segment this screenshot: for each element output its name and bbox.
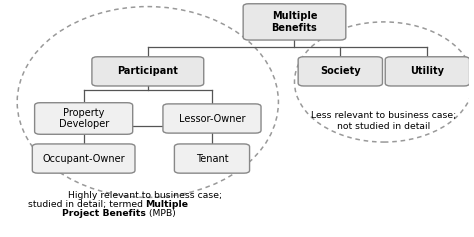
Text: Project Benefits: Project Benefits — [62, 210, 146, 219]
Text: Tenant: Tenant — [196, 154, 228, 164]
Text: Multiple: Multiple — [146, 200, 189, 209]
Text: studied in detail; termed: studied in detail; termed — [27, 200, 146, 209]
FancyBboxPatch shape — [174, 144, 250, 173]
FancyBboxPatch shape — [243, 4, 346, 40]
Text: Highly relevant to business case;: Highly relevant to business case; — [68, 191, 223, 200]
Text: Society: Society — [320, 66, 361, 76]
Text: Participant: Participant — [118, 66, 178, 76]
Text: Lessor-Owner: Lessor-Owner — [179, 114, 245, 123]
FancyBboxPatch shape — [163, 104, 261, 133]
FancyBboxPatch shape — [92, 57, 204, 86]
FancyBboxPatch shape — [298, 57, 383, 86]
Text: Multiple
Benefits: Multiple Benefits — [272, 11, 318, 33]
Text: Property
Developer: Property Developer — [58, 108, 109, 129]
Text: Occupant-Owner: Occupant-Owner — [42, 154, 125, 164]
FancyBboxPatch shape — [385, 57, 470, 86]
Text: Utility: Utility — [410, 66, 445, 76]
FancyBboxPatch shape — [35, 103, 133, 134]
Text: (MPB): (MPB) — [146, 210, 175, 219]
FancyBboxPatch shape — [32, 144, 135, 173]
Text: Less relevant to business case;
not studied in detail: Less relevant to business case; not stud… — [311, 111, 456, 131]
